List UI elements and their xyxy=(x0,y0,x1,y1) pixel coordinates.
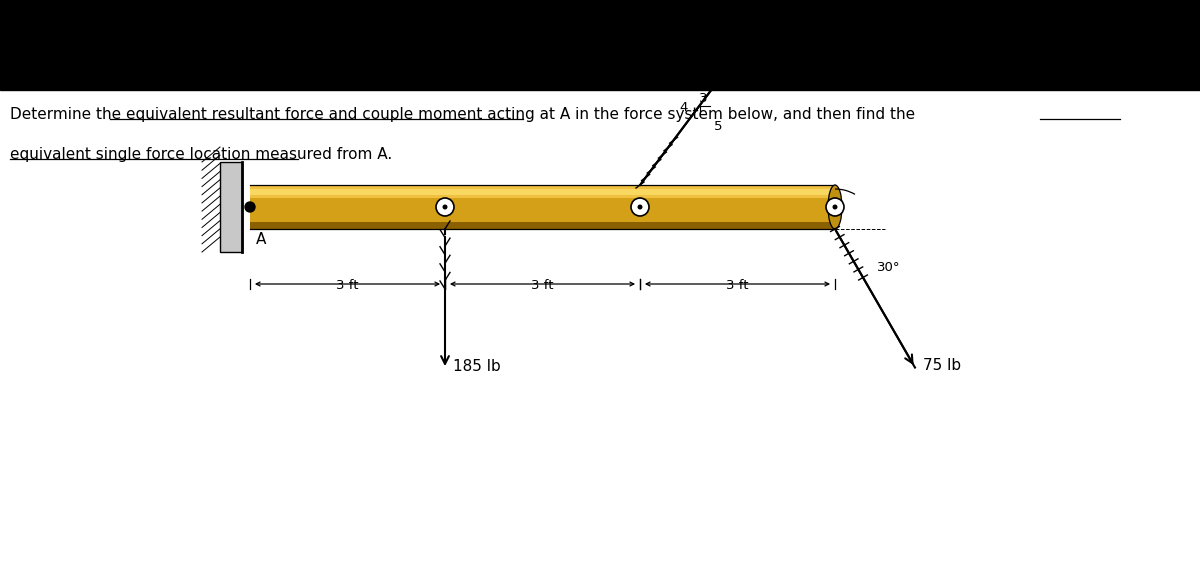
Text: 185 lb: 185 lb xyxy=(454,359,500,374)
Bar xyxy=(250,189,835,195)
Circle shape xyxy=(833,205,838,210)
Circle shape xyxy=(245,202,256,212)
Text: Determine the equivalent resultant force and couple moment acting at A in the fo: Determine the equivalent resultant force… xyxy=(10,107,916,122)
Text: 3 ft: 3 ft xyxy=(726,279,749,292)
Text: 30°: 30° xyxy=(877,261,900,274)
Text: 3 ft: 3 ft xyxy=(532,279,553,292)
Text: 3 ft: 3 ft xyxy=(336,279,359,292)
Ellipse shape xyxy=(828,185,842,229)
Text: 4: 4 xyxy=(679,101,688,114)
Circle shape xyxy=(443,205,448,210)
Text: 5: 5 xyxy=(714,120,722,133)
Bar xyxy=(220,162,242,252)
Text: 115 lb: 115 lb xyxy=(744,52,792,67)
Text: 3: 3 xyxy=(700,92,708,105)
Bar xyxy=(250,198,835,223)
Bar xyxy=(250,185,835,198)
Text: 75 lb: 75 lb xyxy=(923,357,961,373)
Text: equivalent single force location measured from A.: equivalent single force location measure… xyxy=(10,147,392,162)
Circle shape xyxy=(631,198,649,216)
Circle shape xyxy=(637,205,642,210)
Bar xyxy=(250,223,835,229)
Circle shape xyxy=(826,198,844,216)
Text: A: A xyxy=(256,232,266,247)
Bar xyxy=(0,0,1200,90)
Circle shape xyxy=(436,198,454,216)
